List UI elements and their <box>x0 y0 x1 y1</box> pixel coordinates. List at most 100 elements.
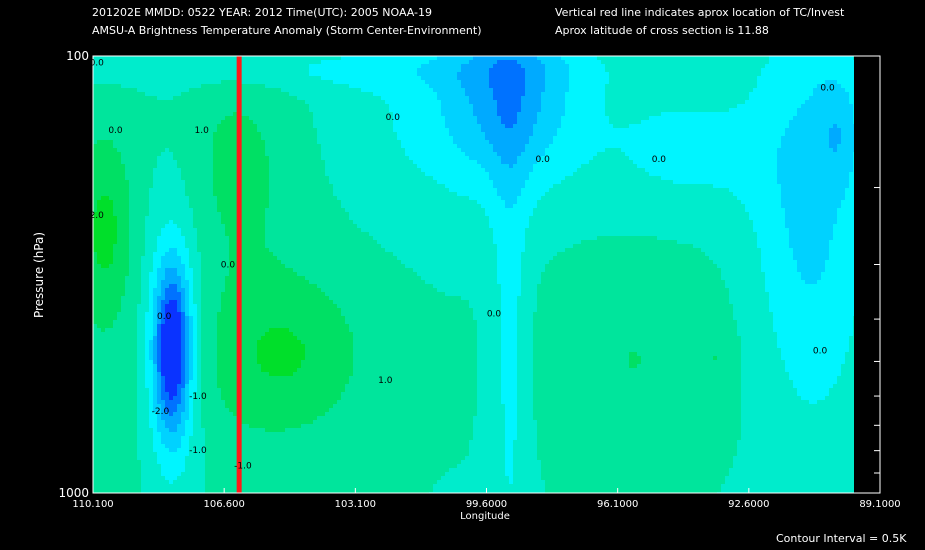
field-cell <box>193 140 198 145</box>
field-cell <box>257 424 262 429</box>
field-cell <box>181 272 186 277</box>
field-cell <box>105 96 110 101</box>
field-cell <box>165 104 170 109</box>
field-cell <box>97 452 102 457</box>
field-cell <box>161 344 166 349</box>
field-cell <box>213 480 218 485</box>
field-cell <box>245 204 250 209</box>
field-cell <box>101 416 106 421</box>
field-cell <box>241 180 246 185</box>
field-cell <box>189 296 194 301</box>
field-cell <box>213 120 218 125</box>
field-cell <box>105 120 110 125</box>
field-cell <box>229 392 234 397</box>
field-cell <box>205 228 210 233</box>
field-cell <box>221 436 226 441</box>
field-cell <box>269 156 274 161</box>
field-cell <box>201 276 206 281</box>
field-cell <box>157 208 162 213</box>
field-cell <box>249 244 254 249</box>
field-cell <box>117 456 122 461</box>
header-line-1: 201202E MMDD: 0522 YEAR: 2012 Time(UTC):… <box>92 6 432 19</box>
field-cell <box>221 384 226 389</box>
field-cell <box>133 76 138 81</box>
field-cell <box>121 480 126 485</box>
field-cell <box>113 284 118 289</box>
field-cell <box>113 216 118 221</box>
field-cell <box>249 112 254 117</box>
field-cell <box>189 388 194 393</box>
field-cell <box>189 60 194 65</box>
field-cell <box>165 272 170 277</box>
field-cell <box>105 108 110 113</box>
field-cell <box>121 284 126 289</box>
field-cell <box>169 136 174 141</box>
field-cell <box>245 320 250 325</box>
field-cell <box>145 260 150 265</box>
field-cell <box>137 168 142 173</box>
field-cell <box>137 408 142 413</box>
field-cell <box>233 196 238 201</box>
field-cell <box>153 480 158 485</box>
field-cell <box>165 444 170 449</box>
field-cell <box>201 384 206 389</box>
field-cell <box>217 484 222 489</box>
field-cell <box>137 80 142 85</box>
field-cell <box>205 176 210 181</box>
field-cell <box>113 300 118 305</box>
field-cell <box>253 192 258 197</box>
field-cell <box>129 396 134 401</box>
field-cell <box>209 376 214 381</box>
field-cell <box>265 236 270 241</box>
field-cell <box>213 208 218 213</box>
field-cell <box>133 208 138 213</box>
field-cell <box>129 356 134 361</box>
field-cell <box>121 212 126 217</box>
field-cell <box>161 196 166 201</box>
field-cell <box>153 180 158 185</box>
field-cell <box>109 160 114 165</box>
field-cell <box>221 340 226 345</box>
field-cell <box>213 216 218 221</box>
field-cell <box>173 212 178 217</box>
field-cell <box>133 360 138 365</box>
field-cell <box>217 416 222 421</box>
field-cell <box>181 208 186 213</box>
field-cell <box>185 304 190 309</box>
field-cell <box>213 312 218 317</box>
field-cell <box>249 368 254 373</box>
field-cell <box>113 452 118 457</box>
field-cell <box>257 236 262 241</box>
field-cell <box>193 300 198 305</box>
field-cell <box>169 72 174 77</box>
field-cell <box>273 104 278 109</box>
field-cell <box>233 280 238 285</box>
field-cell <box>261 384 266 389</box>
field-cell <box>149 388 154 393</box>
field-cell <box>189 172 194 177</box>
field-cell <box>137 316 142 321</box>
field-cell <box>113 88 118 93</box>
field-cell <box>141 112 146 117</box>
field-cell <box>249 68 254 73</box>
field-cell <box>97 116 102 121</box>
field-cell <box>97 400 102 405</box>
field-cell <box>169 204 174 209</box>
field-cell <box>233 344 238 349</box>
field-cell <box>265 480 270 485</box>
field-cell <box>233 132 238 137</box>
field-cell <box>117 228 122 233</box>
field-cell <box>241 376 246 381</box>
field-cell <box>181 300 186 305</box>
field-cell <box>177 212 182 217</box>
field-cell <box>245 484 250 489</box>
field-cell <box>233 468 238 473</box>
field-cell <box>261 172 266 177</box>
field-cell <box>141 72 146 77</box>
field-cell <box>117 432 122 437</box>
field-cell <box>225 124 230 129</box>
field-cell <box>245 396 250 401</box>
field-cell <box>137 172 142 177</box>
field-cell <box>109 420 114 425</box>
field-cell <box>137 104 142 109</box>
